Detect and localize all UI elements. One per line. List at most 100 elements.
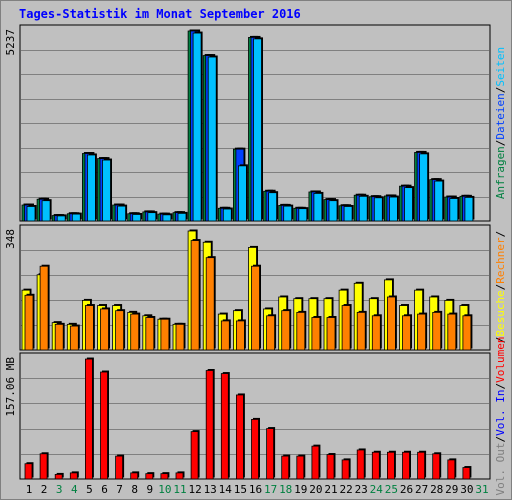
panel-3-legend-entry: / xyxy=(494,436,507,443)
volumen-bar xyxy=(235,394,244,480)
volumen-bar xyxy=(386,451,395,480)
x-axis-day-label: 16 xyxy=(249,483,262,496)
panel-1-ymax-label: 5237 xyxy=(4,29,17,56)
seiten-bar xyxy=(87,154,96,222)
panel-1-legend-entry: / xyxy=(494,140,507,147)
rechner-bar xyxy=(100,308,109,351)
x-axis-day-label: 13 xyxy=(204,483,217,496)
rechner-bar xyxy=(371,315,381,351)
rechner-bar xyxy=(85,305,94,351)
x-axis-day-label: 24 xyxy=(370,483,384,496)
x-axis-day-label: 29 xyxy=(445,483,458,496)
panel-1-legend-entry: / xyxy=(494,87,507,94)
seiten-bar xyxy=(253,38,262,222)
volumen-bar xyxy=(54,474,63,480)
x-axis-day-label: 15 xyxy=(234,483,247,496)
panel-2-legend-entry: / xyxy=(494,284,507,291)
rechner-bar xyxy=(160,318,170,351)
seiten-bar xyxy=(298,208,308,222)
seiten-bar xyxy=(237,165,247,222)
x-axis-day-label: 27 xyxy=(415,483,428,496)
x-axis-day-label: 8 xyxy=(131,483,138,496)
x-axis-day-label: 5 xyxy=(86,483,93,496)
seiten-bar xyxy=(177,212,187,222)
volumen-bar xyxy=(130,472,139,480)
rechner-bar xyxy=(190,240,200,351)
x-axis-day-label: 31 xyxy=(475,483,488,496)
panel-2-ymax-label: 348 xyxy=(4,229,17,249)
volumen-bar xyxy=(356,449,365,480)
panel-3-legend: Vol. Out/Vol. In/Volumen xyxy=(494,337,507,496)
volumen-bar xyxy=(326,454,335,480)
x-axis-day-label: 12 xyxy=(188,483,201,496)
seiten-bar xyxy=(117,205,126,222)
seiten-bar xyxy=(132,214,142,222)
panel-3-legend-entry: Vol. Out xyxy=(494,442,507,495)
seiten-bar xyxy=(449,198,459,222)
rechner-bar xyxy=(145,317,155,351)
rechner-bar xyxy=(326,317,336,351)
seiten-bar xyxy=(162,214,172,222)
volumen-bar xyxy=(160,473,169,480)
seiten-bar xyxy=(388,196,398,222)
volumen-bar xyxy=(175,472,184,480)
x-axis-day-label: 4 xyxy=(71,483,78,496)
rechner-bar xyxy=(356,311,366,351)
rechner-bar xyxy=(220,320,230,351)
rechner-bar xyxy=(130,313,140,351)
x-axis-day-label: 21 xyxy=(324,483,337,496)
seiten-bar xyxy=(343,206,353,222)
volumen-bar xyxy=(311,445,320,480)
panel-1-legend-entry: Anfragen xyxy=(494,146,507,199)
rechner-bar xyxy=(251,265,260,351)
x-axis-day-label: 30 xyxy=(460,483,473,496)
panel-1-legend-entry: Dateien xyxy=(494,93,507,139)
seiten-bar xyxy=(358,195,368,222)
volumen-bar xyxy=(85,358,93,480)
rechner-bar xyxy=(462,315,472,351)
rechner-bar xyxy=(115,310,124,351)
x-axis-day-label: 25 xyxy=(385,483,398,496)
seiten-bar xyxy=(41,200,51,222)
volumen-bar xyxy=(69,472,78,480)
seiten-bar xyxy=(207,56,217,222)
rechner-bar xyxy=(235,320,245,351)
x-axis-day-label: 22 xyxy=(339,483,352,496)
seiten-bar xyxy=(283,205,293,222)
volumen-bar xyxy=(296,455,305,480)
x-axis-day-label: 20 xyxy=(309,483,322,496)
volumen-bar xyxy=(281,455,290,480)
x-axis-day-label: 9 xyxy=(146,483,153,496)
rechner-bar xyxy=(341,305,351,351)
rechner-bar xyxy=(205,257,215,351)
rechner-bar xyxy=(54,323,64,351)
seiten-bar xyxy=(71,213,81,222)
rechner-bar xyxy=(266,315,276,351)
panel-3-legend-entry: Volumen xyxy=(494,337,507,383)
x-axis-day-label: 28 xyxy=(430,483,443,496)
rechner-bar xyxy=(386,296,396,351)
seiten-bar xyxy=(268,192,278,222)
panel-2-legend-entry: Besuche xyxy=(494,290,507,336)
x-axis-day-label: 1 xyxy=(26,483,33,496)
panel-3-ymax-label: 157.06 MB xyxy=(4,357,17,417)
x-axis-day-label: 6 xyxy=(101,483,108,496)
rechner-bar xyxy=(281,310,291,351)
x-axis-day-label: 7 xyxy=(116,483,123,496)
volumen-bar xyxy=(39,453,48,480)
panel-2-legend: /Besuche/Rechner/ xyxy=(494,231,507,344)
rechner-bar xyxy=(417,313,427,351)
seiten-bar xyxy=(434,180,444,222)
seiten-bar xyxy=(373,197,383,222)
volumen-bar xyxy=(371,451,380,480)
volumen-bar xyxy=(115,455,123,480)
seiten-bar xyxy=(404,187,413,222)
panel-1-legend: Anfragen/Dateien/Seiten xyxy=(494,47,507,199)
seiten-bar xyxy=(192,32,202,222)
x-axis-day-label: 26 xyxy=(400,483,413,496)
rechner-bar xyxy=(402,315,411,351)
seiten-bar xyxy=(102,159,111,222)
volumen-bar xyxy=(205,370,214,480)
volumen-bar xyxy=(100,371,108,480)
